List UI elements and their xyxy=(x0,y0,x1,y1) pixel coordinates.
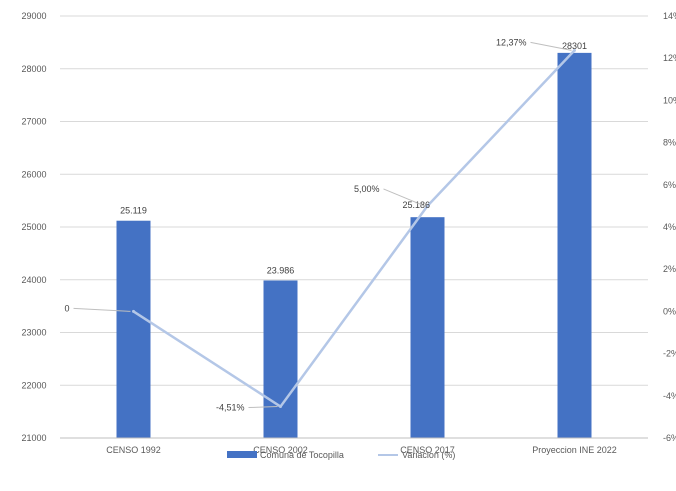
leader-line xyxy=(73,307,131,312)
legend: Comuna de Tocopilla Variacion (%) xyxy=(227,450,455,460)
y-right-tick-label: 10% xyxy=(663,95,676,105)
legend-bar-swatch xyxy=(227,451,257,458)
y-axis-left: 21000 22000 23000 24000 25000 26000 27000 28000… xyxy=(21,11,46,443)
x-tick-label: CENSO 2002 xyxy=(253,445,308,455)
y-right-tick-label: 2% xyxy=(663,264,676,274)
x-tick-label: Proyeccion INE 2022 xyxy=(532,445,617,455)
y-left-tick-label: 23000 xyxy=(21,328,46,338)
line-point xyxy=(279,405,282,409)
y-right-tick-label: 4% xyxy=(663,222,676,232)
bar xyxy=(263,280,298,438)
bar xyxy=(557,52,592,438)
bar-data-label: 23.986 xyxy=(267,265,295,275)
y-left-tick-label: 29000 xyxy=(21,11,46,21)
y-right-tick-label: 14% xyxy=(663,11,676,21)
bar-data-label: 25.186 xyxy=(403,200,431,210)
leader-line xyxy=(383,188,425,207)
line-data-label: -4,51% xyxy=(216,403,245,413)
y-left-tick-label: 27000 xyxy=(21,117,46,127)
data-labels: 25.119 23.986 25.186 28301 0 -4,51% 5,00% 12,37… xyxy=(64,37,587,412)
y-left-tick-label: 24000 xyxy=(21,275,46,285)
gridlines xyxy=(60,15,648,439)
line-point xyxy=(573,48,576,52)
line-point xyxy=(132,309,135,313)
line-data-label: 12,37% xyxy=(496,37,527,47)
line-data-label: 0 xyxy=(64,303,69,313)
y-right-tick-label: -4% xyxy=(663,391,676,401)
y-right-tick-label: 0% xyxy=(663,306,676,316)
y-right-tick-label: 6% xyxy=(663,180,676,190)
y-axis-right: -6% -4% -2% 0% 2% 4% 6% 8% 10% 12% 14% xyxy=(663,11,676,443)
bar xyxy=(410,217,445,438)
x-axis: CENSO 1992 CENSO 2002 CENSO 2017 Proyeccion… xyxy=(60,437,648,455)
bar xyxy=(116,220,151,438)
y-left-tick-label: 21000 xyxy=(21,433,46,443)
y-right-tick-label: -6% xyxy=(663,433,676,443)
x-tick-label: CENSO 2017 xyxy=(400,445,455,455)
bar-data-label: 25.119 xyxy=(120,206,147,216)
legend-line-label: Variacion (%) xyxy=(402,450,455,460)
x-tick-label: CENSO 1992 xyxy=(106,445,161,455)
y-left-tick-label: 25000 xyxy=(21,222,46,232)
y-right-tick-label: -2% xyxy=(663,349,676,359)
y-right-tick-label: 8% xyxy=(663,138,676,148)
y-left-tick-label: 22000 xyxy=(21,380,46,390)
leader-line xyxy=(530,41,572,51)
line-point xyxy=(426,204,429,208)
y-left-tick-label: 26000 xyxy=(21,169,46,179)
y-right-tick-label: 12% xyxy=(663,53,676,63)
leader-line xyxy=(248,406,278,409)
legend-bar-label: Comuna de Tocopilla xyxy=(260,450,344,460)
line-series xyxy=(132,48,576,409)
bar-series xyxy=(116,52,592,438)
y-left-tick-label: 28000 xyxy=(21,64,46,74)
bar-data-label: 28301 xyxy=(562,41,587,51)
line-path xyxy=(132,49,576,408)
line-data-label: 5,00% xyxy=(354,184,380,194)
